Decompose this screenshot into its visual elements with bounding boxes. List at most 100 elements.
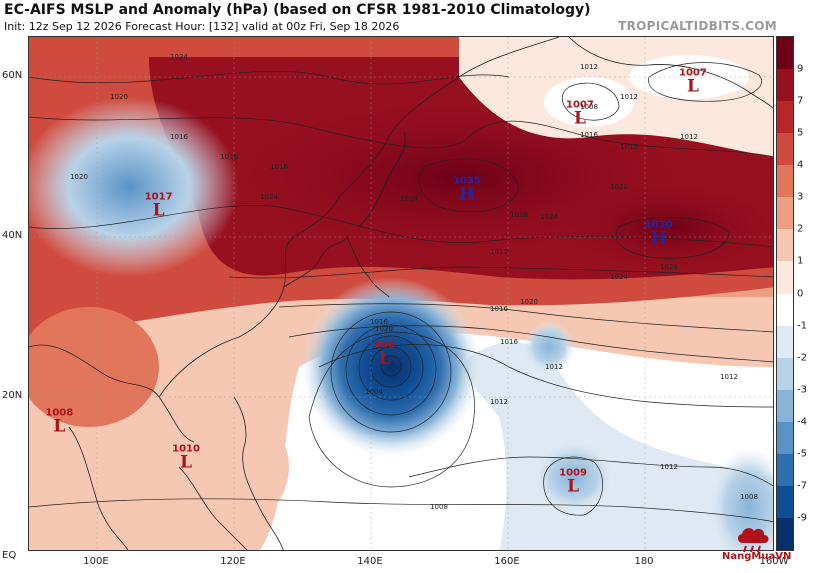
colorbar-tick-label: -2 xyxy=(797,352,807,364)
isobar-label: 1020 xyxy=(110,93,128,101)
anomaly-field xyxy=(544,77,634,127)
cloud-rain-logo xyxy=(737,528,769,553)
watermark-text: NangMuaVN xyxy=(722,551,792,562)
pressure-center-value: 1017 xyxy=(144,191,173,203)
high-pressure-marker: 1035 H xyxy=(452,175,481,204)
isobar-label: 1008 xyxy=(580,103,598,111)
map-canvas xyxy=(29,37,773,550)
colorbar-tick-label: -4 xyxy=(797,416,807,428)
colorbar-band xyxy=(777,453,793,486)
anomaly-field xyxy=(709,447,773,550)
colorbar-tick-label: 2 xyxy=(797,223,804,235)
colorbar-band xyxy=(777,421,793,454)
pressure-center-symbol: H xyxy=(650,228,667,249)
anomaly-colorbar xyxy=(776,36,794,551)
anomaly-field xyxy=(129,397,289,537)
anomaly-map: 1024 1020 1016 1016 1020 1016 1024 1012 1012 1008… xyxy=(28,36,774,551)
colorbar-tick-label: -7 xyxy=(797,480,807,492)
anomaly-field xyxy=(301,277,481,457)
isobar-label: 1024 xyxy=(540,213,558,221)
isobar-label: 1016 xyxy=(270,163,288,171)
lon-label-120e: 120E xyxy=(220,556,246,567)
colorbar-tick-label: 0 xyxy=(797,288,804,299)
isobar-label: 1012 xyxy=(660,463,678,471)
isobar-label: 1024 xyxy=(400,195,418,203)
isobar-label: 1028 xyxy=(660,263,678,271)
graticule xyxy=(29,37,773,550)
isobar-label: 1024 xyxy=(260,193,278,201)
colorbar-tick-label: -3 xyxy=(797,384,807,396)
isobar-label: 1008 xyxy=(740,493,758,501)
isobar-label: 1008 xyxy=(430,503,448,511)
colorbar-tick-label: 3 xyxy=(797,191,804,203)
colorbar-band xyxy=(777,325,793,358)
isobar-label: 1016 xyxy=(500,338,518,346)
lon-label-160w: 160W xyxy=(759,556,789,567)
pressure-center-value: 1030 xyxy=(644,219,673,231)
isobar-label: 1012 xyxy=(490,398,508,406)
colorbar-band xyxy=(777,357,793,390)
pressure-center-value: 1009 xyxy=(559,467,587,479)
pressure-center-value: 1007 xyxy=(566,99,594,111)
lat-label-20n: 20N xyxy=(2,390,23,401)
pressure-center-value: 988 xyxy=(374,339,396,351)
isobar-label: 1012 xyxy=(545,363,563,371)
isobar-label: 1012 xyxy=(720,373,738,381)
pressure-center-symbol: L xyxy=(152,200,165,221)
map-title: EC-AIFS MSLP and Anomaly (hPa) (based on… xyxy=(4,2,591,18)
colorbar-tick-label: 5 xyxy=(797,127,804,139)
isobar-label: 1020 xyxy=(375,325,393,333)
colorbar-band xyxy=(777,517,793,550)
anomaly-field xyxy=(29,307,159,427)
high-pressure-marker: 1030 H xyxy=(644,219,673,249)
anomaly-field xyxy=(549,177,773,277)
pressure-center-value: 1010 xyxy=(172,443,200,455)
colorbar-band xyxy=(777,37,793,70)
lon-label-180: 180 xyxy=(634,556,654,567)
isobar-label: 1016 xyxy=(370,318,388,326)
isobar-label: 1016 xyxy=(490,305,508,313)
pressure-center-symbol: L xyxy=(378,348,391,369)
isobar-label: 1020 xyxy=(520,298,538,306)
colorbar-band xyxy=(777,101,793,134)
isobar-label: 1020 xyxy=(70,173,88,181)
colorbar-band xyxy=(777,197,793,230)
isobar-label: 1016 xyxy=(170,133,188,141)
lon-label-100e: 100E xyxy=(83,556,109,567)
low-pressure-marker: 1017 L xyxy=(144,191,173,221)
colorbar-tick-label: 7 xyxy=(797,95,804,107)
pressure-center-symbol: L xyxy=(686,76,699,97)
lon-label-160e: 160E xyxy=(494,556,520,567)
brand-label: TROPICALTIDBITS.COM xyxy=(618,19,777,33)
colorbar-band xyxy=(777,293,793,326)
isobars xyxy=(29,62,773,522)
colorbar-tick-label: -1 xyxy=(797,320,807,332)
colorbar-band xyxy=(777,261,793,294)
isobar-label: 1024 xyxy=(170,53,188,61)
isobar-label: 1016 xyxy=(580,131,598,139)
pressure-center-value: 1035 xyxy=(452,175,481,187)
lat-label-40n: 40N xyxy=(2,230,23,241)
isobar-label: 1012 xyxy=(580,63,598,71)
colorbar-tick-label: -9 xyxy=(797,512,807,524)
low-pressure-marker: 1010 L xyxy=(172,443,200,473)
pressure-center-symbol: L xyxy=(180,452,193,473)
colorbar-band xyxy=(777,485,793,518)
low-pressure-marker: 1007 L xyxy=(679,67,707,97)
colorbar-tick-label: -5 xyxy=(797,448,807,460)
isobar-label: 1012 xyxy=(680,133,698,141)
pressure-center-value: 1007 xyxy=(679,67,707,79)
coastlines xyxy=(29,37,773,550)
anomaly-field xyxy=(523,321,575,373)
colorbar-band xyxy=(777,229,793,262)
anomaly-field xyxy=(534,441,614,513)
colorbar-tick-label: 1 xyxy=(797,255,804,267)
isobar-label: 1016 xyxy=(620,143,638,151)
colorbar-tick-label: 9 xyxy=(797,63,804,75)
isobar-label: 1012 xyxy=(620,93,638,101)
lon-label-140e: 140E xyxy=(357,556,383,567)
low-pressure-marker: 988 L xyxy=(374,339,396,369)
colorbar-band xyxy=(777,389,793,422)
pressure-center-symbol: L xyxy=(567,476,580,497)
colorbar-band xyxy=(777,69,793,102)
